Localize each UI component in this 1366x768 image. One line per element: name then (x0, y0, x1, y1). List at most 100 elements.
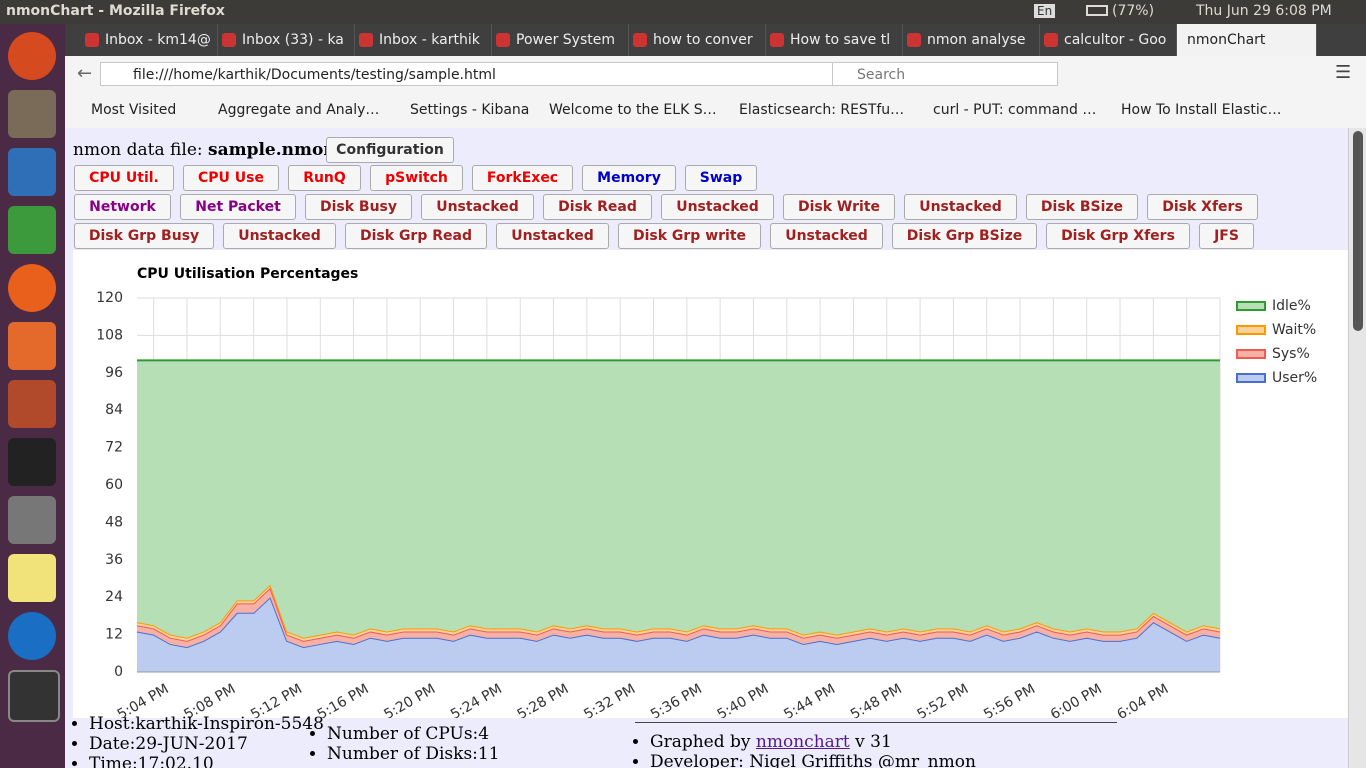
battery[interactable]: (77%) (1112, 3, 1155, 19)
x-tick-label: 5:52 PM (915, 681, 972, 718)
tab[interactable]: Inbox - karthik (355, 24, 492, 56)
bookmark[interactable]: curl - PUT: command … (933, 102, 1097, 118)
tab[interactable]: nmonChart (1177, 24, 1317, 56)
nav-button[interactable]: Unstacked (223, 223, 336, 249)
nav-button[interactable]: CPU Use (183, 165, 279, 191)
y-tick-label: 120 (96, 290, 123, 306)
settings-icon[interactable] (8, 496, 56, 544)
tab[interactable]: Inbox (33) - ka (218, 24, 355, 56)
nav-button[interactable]: Unstacked (496, 223, 609, 249)
search-box[interactable]: Search (832, 62, 1058, 86)
nav-button[interactable]: Unstacked (904, 194, 1017, 220)
teamviewer-icon[interactable] (8, 612, 56, 660)
x-tick-label: 5:20 PM (381, 681, 438, 718)
tab[interactable]: Inbox - km14@ (81, 24, 218, 56)
info-credits: Graphed by nmonchart v 31 Developer: Nig… (626, 732, 976, 768)
terminal-icon[interactable] (8, 670, 60, 722)
nav-button[interactable]: Disk Grp write (618, 223, 761, 249)
keyboard-layout[interactable]: En (1034, 4, 1056, 18)
legend-swatch (1236, 373, 1266, 383)
bookmark[interactable]: Welcome to the ELK S… (549, 102, 717, 118)
info-item: Number of Disks:11 (327, 744, 500, 764)
system-bar: nmonChart - Mozilla Firefox En (77%) Thu… (0, 0, 1366, 24)
y-tick-label: 36 (105, 552, 123, 568)
firefox-icon[interactable] (8, 264, 56, 312)
clock[interactable]: Thu Jun 29 6:08 PM (1196, 3, 1332, 19)
nav-button[interactable]: JFS (1199, 223, 1254, 249)
legend-label: Wait% (1272, 322, 1316, 338)
amazon-icon[interactable] (8, 438, 56, 486)
tab-icon (496, 33, 510, 47)
info-system: Number of CPUs:4Number of Disks:11 (303, 724, 500, 764)
x-tick-label: 5:04 PM (115, 681, 172, 718)
tab[interactable]: How to save tl (766, 24, 903, 56)
nav-button[interactable]: pSwitch (370, 165, 463, 191)
nav-button[interactable]: Disk Grp Xfers (1046, 223, 1190, 249)
tab[interactable]: calcultor - Goo (1040, 24, 1177, 56)
tab-icon (222, 33, 236, 47)
nav-button[interactable]: Disk BSize (1026, 194, 1138, 220)
battery-icon[interactable] (1086, 5, 1108, 16)
nav-button[interactable]: Disk Read (543, 194, 652, 220)
y-tick-label: 96 (105, 365, 123, 381)
nmonchart-link[interactable]: nmonchart (755, 732, 850, 752)
tab[interactable]: nmon analyse (903, 24, 1040, 56)
nav-button[interactable]: Memory (582, 165, 676, 191)
impress-icon[interactable] (8, 380, 56, 428)
x-tick-label: 5:28 PM (515, 681, 572, 718)
info-item: Number of CPUs:4 (327, 724, 500, 744)
menu-button[interactable]: ☰ (1335, 62, 1352, 83)
config-button[interactable]: Configuration (326, 137, 454, 163)
nav-button[interactable]: ForkExec (472, 165, 573, 191)
calc-icon[interactable] (8, 206, 56, 254)
legend-swatch (1236, 349, 1266, 359)
nav-button[interactable]: Unstacked (421, 194, 534, 220)
bookmark[interactable]: Aggregate and Analy… (218, 102, 380, 118)
scrollbar[interactable] (1348, 128, 1366, 768)
x-tick-label: 5:16 PM (315, 681, 372, 718)
nav-button[interactable]: RunQ (288, 165, 361, 191)
notes-icon[interactable] (8, 554, 56, 602)
writer-icon[interactable] (8, 148, 56, 196)
back-button[interactable]: ← (77, 63, 93, 84)
tab-icon (359, 33, 373, 47)
file-line: nmon data file: sample.nmon (73, 140, 336, 160)
graphed-label: Graphed by (650, 732, 751, 752)
nav-button[interactable]: Disk Grp Busy (74, 223, 214, 249)
nav-button[interactable]: Unstacked (770, 223, 883, 249)
x-tick-label: 6:04 PM (1114, 681, 1171, 718)
nav-button[interactable]: Disk Busy (305, 194, 412, 220)
bookmark[interactable]: Settings - Kibana (410, 102, 530, 118)
legend-label: Idle% (1272, 298, 1311, 314)
area (137, 360, 1220, 638)
url-bar[interactable]: file:///home/karthik/Documents/testing/s… (100, 62, 890, 86)
tab[interactable]: how to conver (629, 24, 766, 56)
tab-icon (770, 33, 784, 47)
nav-button[interactable]: Disk Grp BSize (892, 223, 1037, 249)
nav-bar: ← file:///home/karthik/Documents/testing… (65, 56, 1366, 93)
nav-button[interactable]: Disk Xfers (1147, 194, 1258, 220)
files-icon[interactable] (8, 90, 56, 138)
ubuntu-icon[interactable] (8, 32, 56, 80)
nav-button[interactable]: Disk Grp Read (345, 223, 487, 249)
y-tick-label: 24 (105, 589, 123, 605)
tab[interactable]: Power System (492, 24, 629, 56)
version: v 31 (855, 732, 892, 752)
software-icon[interactable] (8, 322, 56, 370)
x-tick-label: 5:24 PM (448, 681, 505, 718)
bookmark[interactable]: Elasticsearch: RESTfu… (739, 102, 905, 118)
developer: Developer: Nigel Griffiths @mr_nmon (650, 752, 976, 768)
scroll-thumb[interactable] (1353, 131, 1363, 331)
nav-button[interactable]: Net Packet (180, 194, 296, 220)
graphed-by: Graphed by nmonchart v 31 (650, 732, 976, 752)
nav-button[interactable]: Unstacked (661, 194, 774, 220)
nav-button[interactable]: Network (74, 194, 171, 220)
nav-button[interactable]: CPU Util. (74, 165, 174, 191)
y-tick-label: 108 (96, 327, 123, 343)
nav-button[interactable]: Swap (685, 165, 757, 191)
bookmark[interactable]: How To Install Elastic… (1121, 102, 1282, 118)
y-tick-label: 72 (105, 440, 123, 456)
nav-button[interactable]: Disk Write (783, 194, 895, 220)
bookmark[interactable]: Most Visited (91, 102, 177, 118)
